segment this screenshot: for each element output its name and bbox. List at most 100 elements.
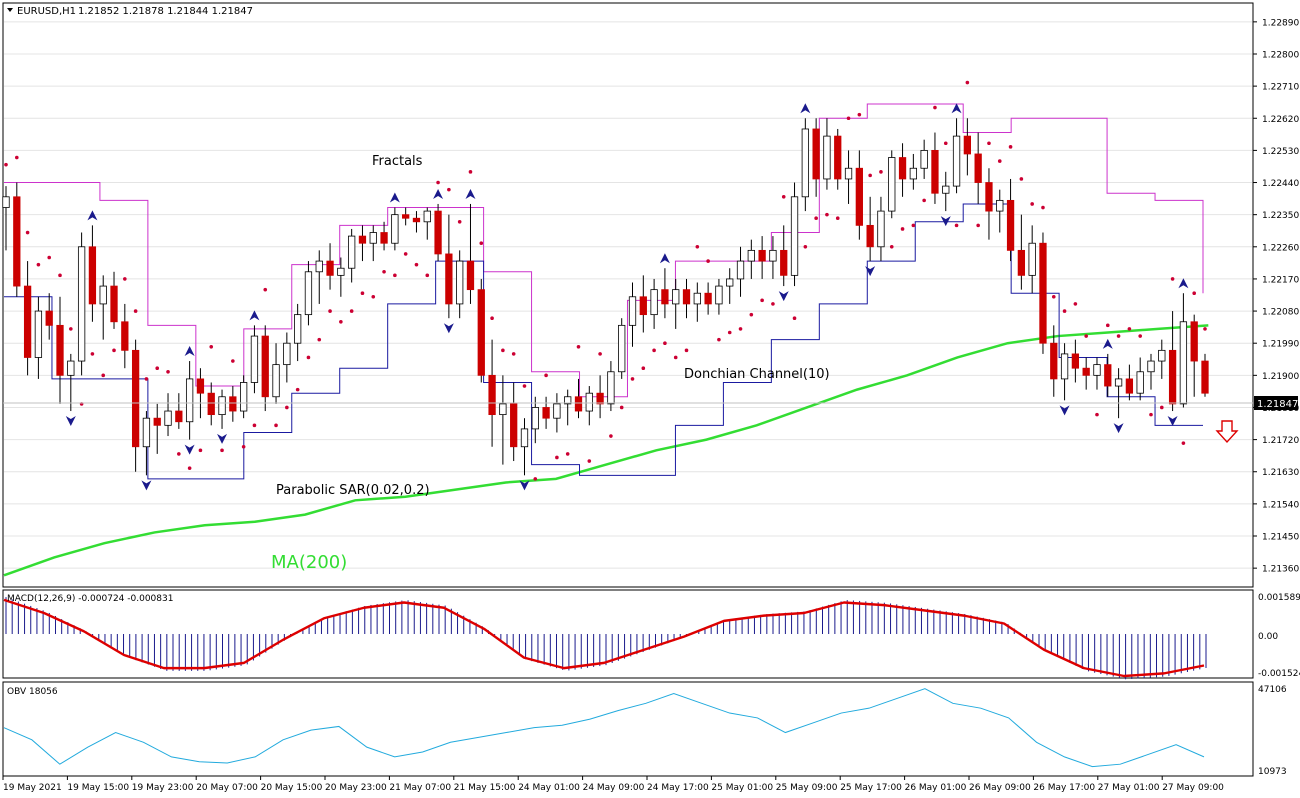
- sar-dot: [155, 366, 160, 370]
- candle-body: [380, 232, 388, 244]
- candle-body: [391, 214, 399, 244]
- sar-dot: [684, 348, 689, 353]
- obv-panel-frame: [2, 681, 1254, 777]
- sar-dot: [943, 141, 948, 146]
- time-tick-label: 20 May 15:00: [261, 783, 323, 793]
- sar-dot: [544, 373, 548, 378]
- sell-arrow-icon: [1215, 420, 1239, 444]
- fractal-up-icon: [951, 103, 962, 114]
- time-axis: 19 May 2021 19 May 15:00 19 May 23:00 20 Ma…: [2, 776, 1224, 793]
- candle-body: [218, 396, 226, 416]
- sar-dot: [479, 241, 484, 246]
- candle-body: [153, 417, 161, 426]
- sar-dot: [123, 277, 127, 281]
- ohlc-values: 1.21852 1.21878 1.21844 1.21847: [78, 6, 253, 17]
- candle-body: [1114, 378, 1123, 387]
- candle-body: [315, 260, 323, 273]
- sar-dot: [328, 309, 332, 313]
- fractal-down-icon: [1059, 405, 1070, 416]
- candle-body: [1147, 360, 1155, 373]
- sar-dot: [663, 341, 667, 346]
- time-tick-label: 27 May 09:00: [1162, 783, 1224, 793]
- fractal-down-icon: [443, 323, 454, 334]
- time-tick-label: 25 May 17:00: [840, 783, 902, 793]
- candle-body: [704, 292, 712, 305]
- candle-body: [434, 210, 442, 255]
- sar-dot: [1051, 294, 1056, 299]
- current-price-box: [1254, 396, 1298, 410]
- time-tick-label: 25 May 01:00: [711, 783, 773, 793]
- sar-dot: [825, 212, 829, 217]
- candle-body: [866, 224, 874, 248]
- price-tick-label: 1.22710: [1262, 83, 1299, 93]
- time-tick-label: 24 May 01:00: [518, 783, 580, 793]
- candle-body: [769, 249, 777, 262]
- price-tick-label: 1.21990: [1262, 340, 1299, 350]
- sar-dot: [425, 273, 430, 278]
- sar-dot: [997, 159, 1002, 163]
- candle-body: [369, 232, 377, 244]
- candle-body: [207, 392, 215, 416]
- macd-indicator: [3, 597, 1207, 680]
- time-tick-label: 26 May 09:00: [969, 783, 1031, 793]
- candles[interactable]: [2, 118, 1209, 476]
- candle-body: [1125, 378, 1134, 394]
- candle-body: [131, 349, 140, 448]
- ma200-line: [3, 324, 1209, 577]
- candle-body: [77, 246, 86, 362]
- ma200-annotation: MA(200): [271, 552, 347, 573]
- sar-dot: [630, 377, 635, 381]
- candle-body: [1039, 242, 1047, 344]
- sar-dot: [522, 384, 527, 388]
- fractal-up-icon: [1102, 338, 1113, 349]
- sar-dot: [987, 141, 991, 146]
- fractal-up-icon: [87, 210, 98, 221]
- sar-dot: [868, 173, 872, 178]
- sar-dot: [565, 452, 570, 456]
- candle-body: [45, 310, 53, 326]
- candle-body: [531, 407, 539, 430]
- time-tick-label: 24 May 17:00: [647, 783, 709, 793]
- candle-body: [164, 410, 172, 426]
- symbol-menu-icon[interactable]: [7, 8, 13, 12]
- sar-dot: [187, 466, 192, 470]
- fractal-up-icon: [389, 192, 400, 203]
- sar-dot: [133, 309, 138, 313]
- sar-dot: [1019, 177, 1024, 181]
- sar-dot: [749, 312, 754, 317]
- candle-body: [499, 403, 507, 416]
- candle-body: [1006, 199, 1015, 251]
- candle-body: [801, 128, 809, 198]
- time-tick-label: 24 May 09:00: [583, 783, 645, 793]
- candle-body: [812, 128, 820, 180]
- sar-dot: [1138, 334, 1142, 338]
- candle-body: [239, 382, 248, 412]
- current-price-label: 1.21847: [1257, 399, 1298, 410]
- candle-body: [99, 285, 107, 305]
- sar-dot: [652, 348, 656, 353]
- candle-body: [34, 310, 43, 358]
- candle-body: [888, 157, 896, 212]
- sar-dot: [511, 352, 516, 356]
- sar-dot: [1095, 412, 1099, 417]
- price-tick-label: 1.22170: [1262, 275, 1299, 285]
- price-axis: 1.22890 1.22800 1.22710 1.22620 1.22530 1.224…: [1253, 18, 1299, 575]
- candle-body: [294, 314, 302, 344]
- candle-body: [564, 396, 572, 405]
- parabolic-sar-annotation: Parabolic SAR(0.02,0.2): [276, 483, 430, 498]
- candle-body: [596, 392, 604, 405]
- sar-dot: [393, 273, 397, 278]
- sar-dot: [1127, 327, 1132, 331]
- macd-tick-zero: 0.00: [1258, 632, 1278, 642]
- sar-dot: [490, 316, 494, 321]
- candle-body: [747, 249, 755, 262]
- candle-body: [261, 335, 269, 398]
- candle-body: [650, 289, 658, 316]
- sar-dot: [112, 348, 116, 353]
- macd-signal-line: [3, 598, 1205, 678]
- sar-dot: [36, 262, 41, 267]
- sar-dot: [619, 405, 624, 410]
- candle-body: [553, 403, 561, 419]
- candle-body: [855, 167, 863, 226]
